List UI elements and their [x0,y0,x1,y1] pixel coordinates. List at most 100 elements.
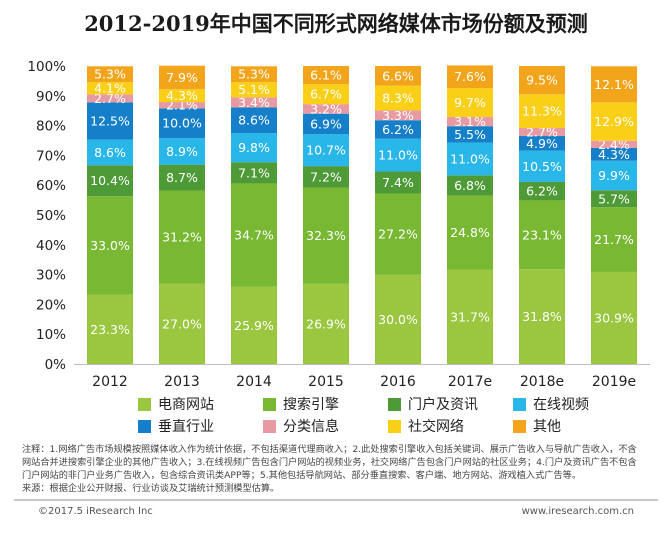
data-label: 5.7% [598,191,630,206]
bar-segment [159,102,205,109]
bar-segment [591,147,637,161]
bar-segment [519,136,565,151]
y-tick-label: 10% [36,327,66,343]
data-label: 9.7% [454,95,486,110]
y-tick-label: 70% [36,148,66,164]
legend-item: 搜索引擎 [263,394,339,414]
bar-segment [87,294,133,364]
bar-segment [231,133,277,163]
data-label: 25.9% [234,318,274,333]
legend-label: 社交网络 [408,419,464,435]
bar-segment [159,283,205,364]
bar-segment [591,207,637,272]
bar-segment [447,175,493,196]
data-label: 11.0% [378,148,418,163]
data-label: 3.3% [382,108,414,123]
data-label: 23.3% [90,322,130,337]
bar-segment [231,286,277,364]
bar-segment [87,66,133,83]
footer-website: www.iresearch.com.cn [521,506,634,517]
bar-segment [87,165,133,197]
bar-segment [447,88,493,117]
chart-notes: 注释：1.网络广告市场规模按照媒体收入作为统计依据，不包括渠道代理商收入；2.此… [22,443,650,495]
note-line: 门户网站的非门户业务广告收入，包含综合资讯类APP等；5.其他包括导航网站、部分… [22,470,582,481]
data-label: 31.7% [450,309,490,324]
data-label: 7.9% [166,70,198,85]
bar-segment [303,283,349,364]
y-tick-label: 20% [36,297,66,313]
data-label: 4.3% [166,88,198,103]
x-tick-label: 2014 [236,374,272,390]
data-label: 12.9% [594,114,634,129]
bar-segment [447,116,493,127]
y-tick-label: 40% [36,238,66,254]
bar-segment [375,120,421,139]
legend-label: 垂直行业 [158,419,214,435]
data-label: 32.3% [306,228,346,243]
data-label: 2.7% [94,91,126,106]
bar-segment [303,166,349,188]
bar-segment [231,183,277,287]
bar-segment [375,138,421,172]
data-label: 8.6% [94,145,126,160]
legend-swatch [138,419,151,433]
legend-swatch [138,397,151,411]
bar-segment [231,66,277,83]
data-label: 3.4% [238,95,270,110]
data-label: 4.3% [598,147,630,162]
bar-segment [519,94,565,128]
bar-segment [231,107,277,134]
bar-segment [591,66,637,103]
bar-segment [591,102,637,141]
chart-title: 2012-2019年中国不同形式网络媒体市场份额及预测 [84,11,588,36]
x-tick-label: 2013 [164,374,200,390]
bar-segment [231,97,277,108]
data-label: 10.0% [162,116,202,131]
y-tick-label: 0% [45,357,67,373]
data-label: 6.8% [454,178,486,193]
bar-segment [159,138,205,165]
data-label: 4.1% [94,81,126,96]
bar-segment [519,66,565,95]
data-label: 34.7% [234,228,274,243]
data-label: 6.6% [382,68,414,83]
bar-segment [519,181,565,201]
data-label: 6.7% [310,87,342,102]
data-label: 10.7% [306,143,346,158]
note-source: 来源：根据企业公开财报、行业访谈及艾瑞统计预测模型估算。 [22,483,280,494]
legend-item: 社交网络 [388,416,464,436]
data-label: 5.3% [238,67,270,82]
footer-divider [14,499,658,501]
x-tick-label: 2012 [92,374,128,390]
bar-segment [231,82,277,98]
legend-item: 门户及资讯 [388,394,478,414]
bar-segment [87,82,133,95]
data-label: 5.3% [94,67,126,82]
data-label: 12.1% [594,77,634,92]
data-label: 6.2% [526,184,558,199]
x-tick-label: 2019e [592,374,636,390]
stacked-bar-chart: 0% 10% 20% 30% 40% 50% 60% 70% 80% 90% 100% 23.3% 33… [27,59,650,390]
legend-item: 其他 [513,416,561,436]
bar-segment [591,160,637,191]
bar-segment [375,110,421,121]
bar-segment [87,196,133,295]
x-tick-label: 2015 [308,374,344,390]
data-label: 10.4% [90,173,130,188]
bar-segment [303,113,349,135]
data-label: 8.3% [382,91,414,106]
data-label: 27.2% [378,227,418,242]
bar-segment [159,190,205,284]
bar-segment [87,139,133,166]
bar-segment [591,140,637,148]
y-tick-label: 60% [36,178,66,194]
bar-segment [231,162,277,184]
legend-swatch [388,419,401,433]
bar-segment [303,104,349,114]
bar-segment [519,269,565,364]
bar-segment [303,84,349,105]
x-tick-label: 2017e [448,374,492,390]
bar-segment [447,126,493,143]
bar-segment [591,271,637,364]
bar-segment [87,94,133,103]
